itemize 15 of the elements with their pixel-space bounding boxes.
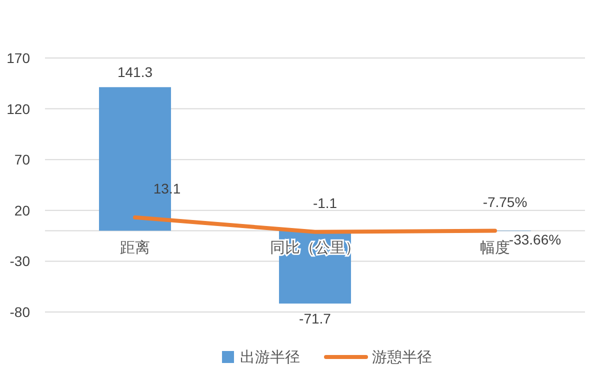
data-label: -7.75% <box>482 194 528 210</box>
y-tick-label: 120 <box>6 100 30 117</box>
y-tick-label: -80 <box>10 304 30 320</box>
y-tick-label: 20 <box>14 202 30 218</box>
x-tick-label: 幅度 <box>480 240 510 257</box>
legend-label: 游憩半径 <box>372 349 432 366</box>
y-tick-label: 70 <box>14 152 30 168</box>
data-label: 141.3 <box>117 64 153 80</box>
data-label: -33.66% <box>508 232 562 248</box>
y-tick-label: 170 <box>6 50 30 66</box>
y-tick-label: -30 <box>10 253 30 270</box>
x-tick-label: 距离 <box>120 240 150 257</box>
data-label: -1.1 <box>312 194 338 211</box>
legend-label: 出游半径 <box>240 349 300 366</box>
data-label: -71.7 <box>299 310 332 327</box>
